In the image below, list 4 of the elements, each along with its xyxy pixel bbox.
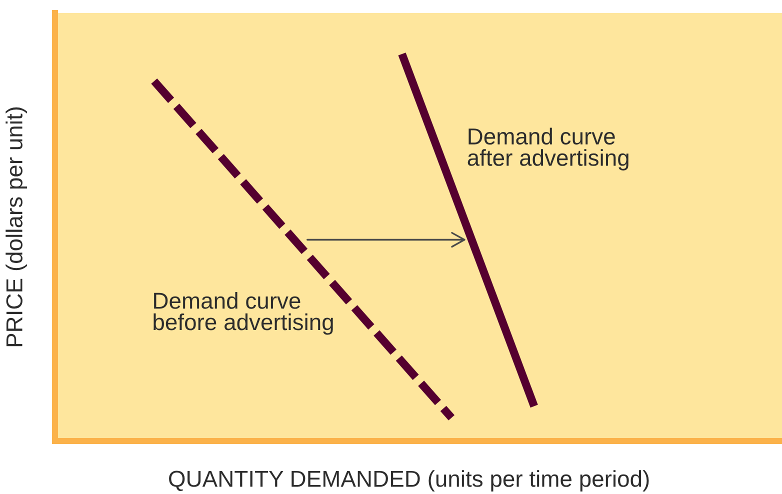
- y-axis-title: PRICE (dollars per unit): [6, 107, 28, 346]
- series-label: Demand curve after advertising: [468, 128, 628, 170]
- series-label: Demand curve before advertising: [154, 292, 333, 335]
- x-axis-title: QUANTITY DEMANDED (units per time period): [169, 470, 649, 492]
